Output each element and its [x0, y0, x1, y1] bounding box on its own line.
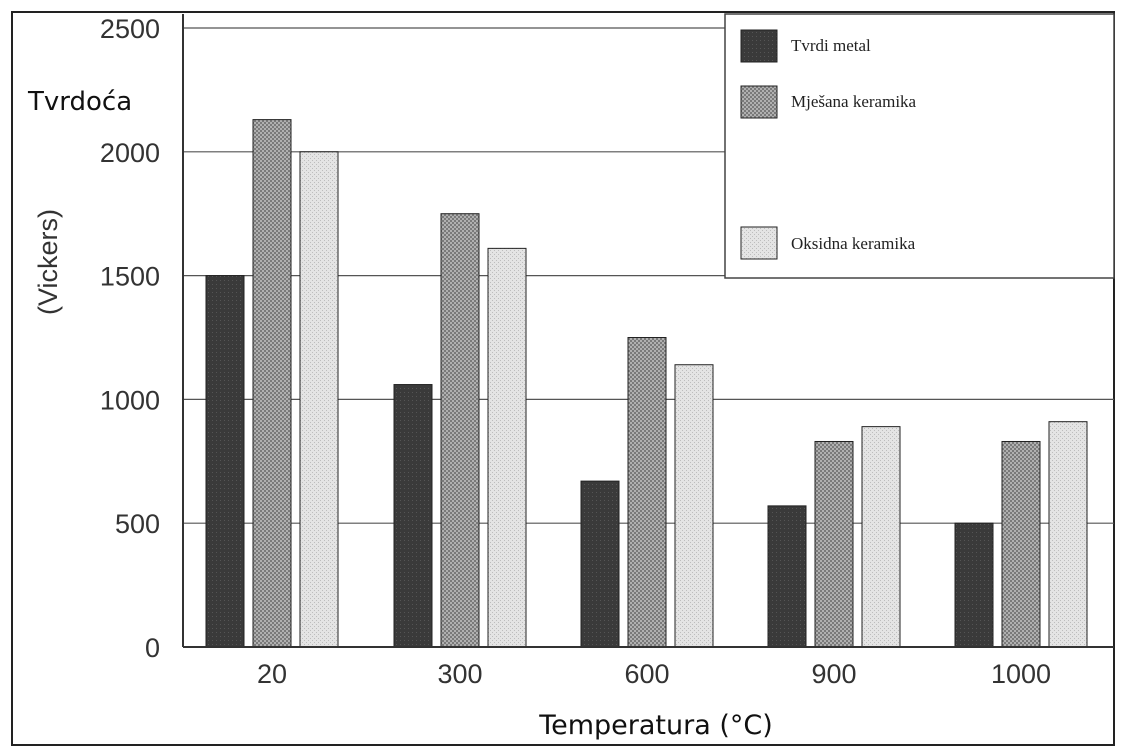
y-tick-label-1000: 1000 — [100, 385, 160, 415]
bar-mjesana-keramika-600 — [627, 337, 667, 648]
bar-tvrdi-metal-900 — [767, 505, 807, 648]
bar-mjesana-keramika-900 — [814, 440, 854, 648]
x-tick-label-600: 600 — [624, 659, 669, 689]
legend-label-oksidna-keramika: Oksidna keramika — [791, 234, 916, 253]
legend-swatch-oksidna-keramika — [740, 226, 778, 260]
legend-swatch-tvrdi-metal — [740, 29, 778, 63]
y-tick-label-0: 0 — [145, 633, 160, 663]
y-axis-label-line1: Tvrdoća — [27, 87, 132, 117]
bar-tvrdi-metal-300 — [393, 384, 433, 648]
y-tick-label-1500: 1500 — [100, 262, 160, 292]
y-tick-label-500: 500 — [115, 509, 160, 539]
x-tick-label-900: 900 — [811, 659, 856, 689]
bars — [205, 119, 1088, 648]
bar-tvrdi-metal-1000 — [954, 522, 994, 648]
chart-frame — [11, 11, 1115, 746]
bar-oksidna-keramika-300 — [487, 247, 527, 648]
bar-tvrdi-metal-20 — [205, 275, 245, 648]
y-tick-label-2000: 2000 — [100, 138, 160, 168]
y-tick-labels: 0 500 1000 1500 2000 2500 — [100, 14, 160, 663]
bar-oksidna-keramika-900 — [861, 426, 901, 648]
bar-mjesana-keramika-20 — [252, 119, 292, 648]
y-axis-label-line2: (Vickers) — [33, 209, 63, 315]
x-tick-labels: 20 300 600 900 1000 — [257, 659, 1051, 689]
bar-mjesana-keramika-300 — [440, 213, 480, 648]
legend: Tvrdi metal Mješana keramika Oksidna ker… — [724, 13, 1115, 279]
bar-tvrdi-metal-600 — [580, 480, 620, 648]
legend-label-mjesana-keramika: Mješana keramika — [791, 92, 917, 111]
x-tick-label-20: 20 — [257, 659, 287, 689]
bar-oksidna-keramika-1000 — [1048, 421, 1088, 648]
y-tick-label-2500: 2500 — [100, 14, 160, 44]
legend-box — [724, 13, 1115, 279]
bar-mjesana-keramika-1000 — [1001, 440, 1041, 648]
x-axis-label: Temperatura (°C) — [538, 710, 773, 741]
legend-swatch-mjesana-keramika — [740, 85, 778, 119]
x-tick-label-300: 300 — [437, 659, 482, 689]
bar-oksidna-keramika-20 — [299, 151, 339, 648]
x-tick-label-1000: 1000 — [991, 659, 1051, 689]
bar-oksidna-keramika-600 — [674, 364, 714, 648]
legend-label-tvrdi-metal: Tvrdi metal — [791, 36, 871, 55]
